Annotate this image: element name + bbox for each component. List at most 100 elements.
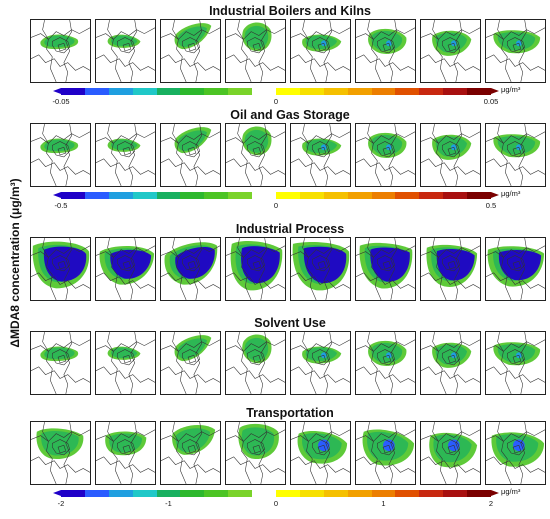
map-svg — [96, 422, 155, 484]
colorbar-segment — [228, 88, 253, 95]
map-svg — [96, 238, 155, 300]
map-panel — [160, 19, 221, 83]
colorbar-segment — [252, 490, 277, 497]
row-title: Industrial Boilers and Kilns — [209, 4, 371, 18]
colorbar-segment — [61, 88, 86, 95]
map-svg — [161, 422, 220, 484]
colorbar-segment — [443, 88, 468, 95]
map-svg — [96, 20, 155, 82]
colorbar-segment — [84, 192, 110, 199]
map-svg — [291, 422, 350, 484]
map-svg — [421, 332, 480, 394]
colorbar-segment — [299, 192, 325, 199]
map-svg — [31, 422, 90, 484]
map-svg — [31, 20, 90, 82]
map-panel — [225, 19, 286, 83]
map-panel — [355, 421, 416, 485]
map-panel — [30, 237, 91, 301]
colorbar-segment — [156, 490, 181, 497]
map-svg — [226, 238, 285, 300]
map-panel — [290, 19, 351, 83]
colorbar-unit: μg/m³ — [501, 487, 521, 496]
colorbar: -0.05 0 0.05 μg/m³ — [52, 85, 520, 106]
map-svg — [226, 422, 285, 484]
colorbar-segment — [443, 490, 468, 497]
map-panel — [160, 421, 221, 485]
map-panel — [95, 331, 156, 395]
map-panel — [225, 331, 286, 395]
map-panel — [95, 421, 156, 485]
colorbar-segment — [323, 88, 349, 95]
map-panel — [355, 19, 416, 83]
colorbar-segment — [347, 88, 373, 95]
colorbar-segment — [156, 88, 181, 95]
colorbar-segment — [347, 490, 373, 497]
map-panel — [355, 331, 416, 395]
map-panel — [160, 237, 221, 301]
colorbar-segment — [204, 192, 229, 199]
map-svg — [421, 124, 480, 186]
map-svg — [486, 20, 545, 82]
row-title: Solvent Use — [254, 316, 326, 330]
map-panel — [160, 331, 221, 395]
map-panel — [160, 123, 221, 187]
map-svg — [31, 332, 90, 394]
map-panel — [420, 421, 481, 485]
colorbar-tick-label: -1 — [165, 499, 172, 508]
colorbar-segment — [132, 490, 158, 497]
colorbar-tick-label: -2 — [57, 499, 65, 508]
colorbar-unit: μg/m³ — [501, 85, 521, 94]
map-svg — [486, 332, 545, 394]
map-svg — [161, 124, 220, 186]
colorbar-unit: μg/m³ — [501, 189, 521, 198]
colorbar-segment — [467, 490, 492, 497]
map-panel — [485, 237, 546, 301]
colorbar-segment — [323, 490, 349, 497]
map-svg — [291, 332, 350, 394]
colorbar-segment — [419, 192, 444, 199]
colorbar-segment — [61, 490, 86, 497]
colorbar-tick-label: 0 — [273, 97, 279, 106]
map-panel — [95, 237, 156, 301]
map-svg — [421, 238, 480, 300]
colorbar-segment — [108, 490, 134, 497]
colorbar-segment — [395, 490, 420, 497]
map-panel — [30, 123, 91, 187]
colorbar-segment — [108, 192, 134, 199]
colorbar-segment — [84, 490, 110, 497]
colorbar: -2 -1 0 1 2 μg/m³ — [53, 487, 520, 508]
colorbar-tick-label: 0.5 — [485, 201, 497, 210]
colorbar-segment — [252, 88, 277, 95]
map-panel — [355, 237, 416, 301]
map-svg — [486, 422, 545, 484]
map-svg — [356, 20, 415, 82]
panel-row — [30, 237, 550, 301]
colorbar-segment — [467, 192, 492, 199]
map-panel — [225, 237, 286, 301]
map-panel — [30, 19, 91, 83]
map-svg — [291, 124, 350, 186]
colorbar-segment — [299, 88, 325, 95]
colorbar-segment — [276, 490, 301, 497]
colorbar-min-arrow — [53, 490, 61, 496]
colorbar-segment — [132, 88, 158, 95]
colorbar-segment — [132, 192, 158, 199]
map-svg — [421, 20, 480, 82]
map-svg — [161, 20, 220, 82]
colorbar-segment — [299, 490, 325, 497]
colorbar-segment — [371, 88, 396, 95]
colorbar-segment — [419, 490, 444, 497]
map-panel — [30, 421, 91, 485]
map-panel — [485, 123, 546, 187]
map-svg — [356, 238, 415, 300]
map-panel — [420, 237, 481, 301]
colorbar-segment — [323, 192, 349, 199]
colorbar-segment — [180, 192, 205, 199]
map-panel — [225, 421, 286, 485]
colorbar-segment — [443, 192, 468, 199]
colorbar-segment — [347, 192, 373, 199]
colorbar-segment — [371, 192, 396, 199]
map-panel — [485, 19, 546, 83]
colorbar-segment — [204, 490, 229, 497]
colorbar-segment — [156, 192, 181, 199]
